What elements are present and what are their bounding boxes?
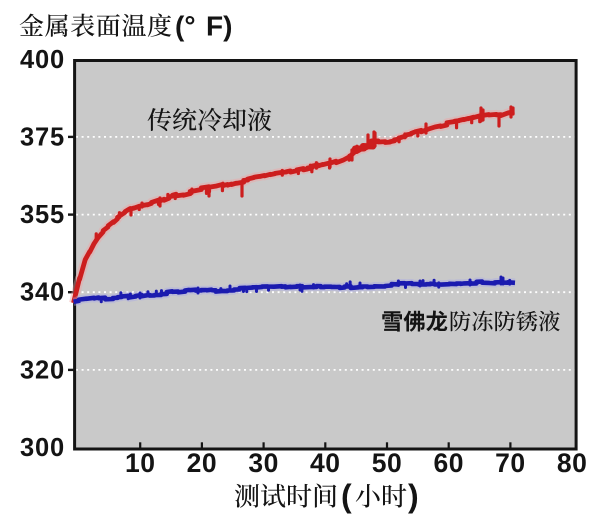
svg-text:50: 50 xyxy=(372,448,402,478)
svg-text:60: 60 xyxy=(433,448,463,478)
svg-text:40: 40 xyxy=(310,448,340,478)
svg-text:30: 30 xyxy=(248,448,278,478)
svg-text:(: ( xyxy=(341,478,352,514)
svg-text:340: 340 xyxy=(20,279,65,307)
svg-text:): ) xyxy=(408,478,419,514)
svg-text:70: 70 xyxy=(495,448,525,478)
svg-text:10: 10 xyxy=(125,448,155,478)
svg-text:300: 300 xyxy=(20,434,65,462)
svg-text:375: 375 xyxy=(20,123,65,151)
svg-text:80: 80 xyxy=(557,448,587,478)
svg-text:355: 355 xyxy=(20,201,65,229)
svg-text:400: 400 xyxy=(20,46,65,74)
svg-text:320: 320 xyxy=(20,356,65,384)
svg-text:F): F) xyxy=(206,11,232,42)
svg-text:(°: (° xyxy=(175,11,196,42)
svg-text:20: 20 xyxy=(187,448,217,478)
